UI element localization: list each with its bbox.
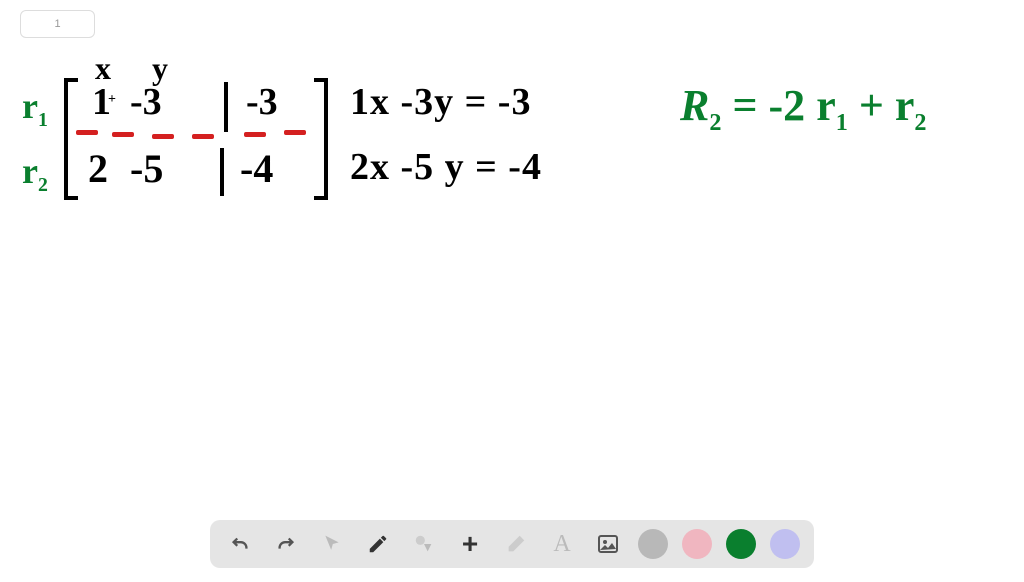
whiteboard-canvas[interactable]: r1 r2 x y 1 + -3 -3 2 -5 -4 1x -3y = -3 … <box>0 0 1024 520</box>
plus-icon: + <box>462 528 478 560</box>
toolbar: + A <box>210 520 814 568</box>
redo-button[interactable] <box>270 528 302 560</box>
color-gray[interactable] <box>638 529 668 559</box>
red-dash <box>284 130 306 135</box>
matrix-left-bracket <box>64 78 78 200</box>
redo-icon <box>275 533 297 555</box>
m-r1-a-plus: + <box>108 92 116 108</box>
matrix-divider-top <box>224 82 228 132</box>
red-dash <box>152 134 174 139</box>
eraser-button[interactable] <box>500 528 532 560</box>
shapes-button[interactable] <box>408 528 440 560</box>
row1-label: r1 <box>22 85 48 132</box>
m-r1-b: -3 <box>130 80 162 124</box>
image-button[interactable] <box>592 528 624 560</box>
text-icon: A <box>553 531 570 558</box>
m-r2-c: -4 <box>240 145 273 192</box>
red-dash <box>76 130 98 135</box>
m-r2-a: 2 <box>88 145 108 192</box>
color-pink[interactable] <box>682 529 712 559</box>
m-r2-b: -5 <box>130 145 163 192</box>
pointer-button[interactable] <box>316 528 348 560</box>
m-r1-c: -3 <box>246 80 278 124</box>
text-button[interactable]: A <box>546 528 578 560</box>
row2-label: r2 <box>22 150 48 197</box>
eraser-icon <box>505 533 527 555</box>
pencil-button[interactable] <box>362 528 394 560</box>
color-green[interactable] <box>726 529 756 559</box>
row-op: R2 = -2 r1 + r2 <box>680 80 927 137</box>
pencil-icon <box>367 533 389 555</box>
color-lavender[interactable] <box>770 529 800 559</box>
shapes-icon <box>413 533 435 555</box>
image-icon <box>596 532 620 556</box>
red-dash <box>244 132 266 137</box>
pointer-icon <box>322 534 342 554</box>
matrix-divider-bottom <box>220 148 224 196</box>
plus-button[interactable]: + <box>454 528 486 560</box>
equation-2: 2x -5 y = -4 <box>350 145 542 189</box>
red-dash <box>112 132 134 137</box>
undo-icon <box>229 533 251 555</box>
matrix-right-bracket <box>314 78 328 200</box>
undo-button[interactable] <box>224 528 256 560</box>
red-dash <box>192 134 214 139</box>
equation-1: 1x -3y = -3 <box>350 80 531 124</box>
